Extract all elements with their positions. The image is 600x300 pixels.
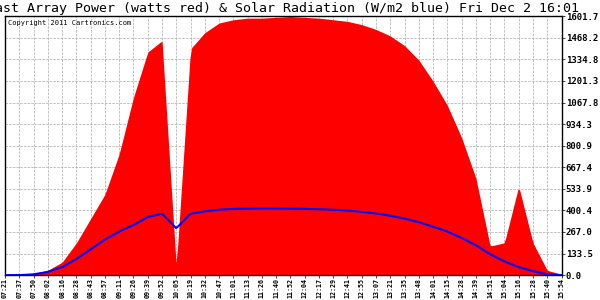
Title: East Array Power (watts red) & Solar Radiation (W/m2 blue) Fri Dec 2 16:01: East Array Power (watts red) & Solar Rad… [0,2,579,15]
Text: Copyright 2011 Cartronics.com: Copyright 2011 Cartronics.com [8,20,131,26]
